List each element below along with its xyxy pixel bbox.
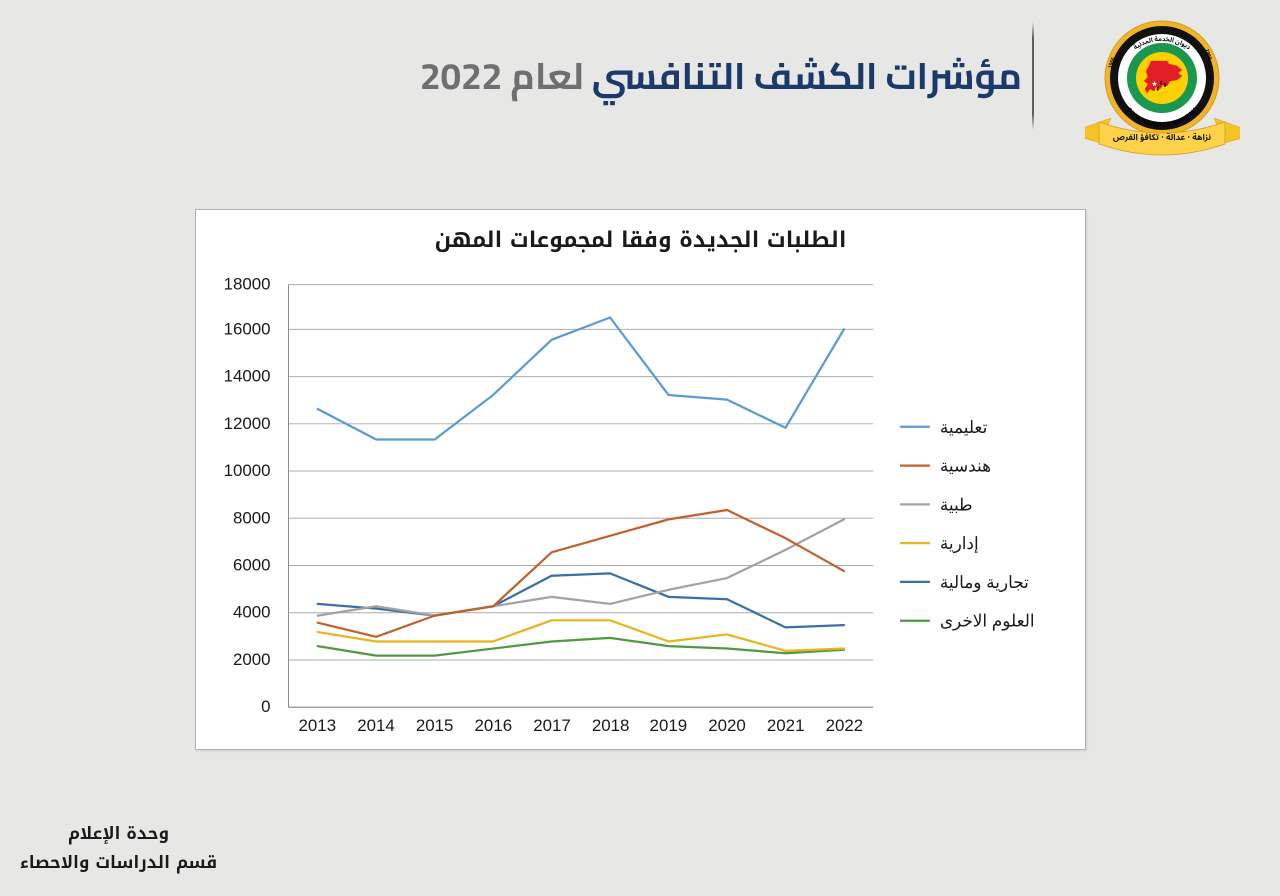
svg-text:2022: 2022 xyxy=(826,716,864,735)
svg-text:طبية: طبية xyxy=(940,495,973,514)
svg-text:الطلبات الجديدة وفقا لمجموعات: الطلبات الجديدة وفقا لمجموعات المهن xyxy=(434,220,846,261)
svg-text:2015: 2015 xyxy=(416,716,454,735)
svg-text:تعليمية: تعليمية xyxy=(940,418,988,437)
svg-text:2014: 2014 xyxy=(357,716,395,735)
svg-text:8000: 8000 xyxy=(233,508,271,527)
svg-text:14000: 14000 xyxy=(224,367,271,386)
svg-text:6000: 6000 xyxy=(233,555,271,574)
svg-text:العلوم الاخرى: العلوم الاخرى xyxy=(940,612,1035,632)
svg-text:0: 0 xyxy=(261,697,270,716)
svg-text:2021: 2021 xyxy=(767,716,805,735)
svg-text:2020: 2020 xyxy=(708,716,746,735)
svg-text:16000: 16000 xyxy=(224,319,271,338)
svg-text:إدارية: إدارية xyxy=(940,534,979,554)
svg-text:2000: 2000 xyxy=(233,650,271,669)
svg-text:2016: 2016 xyxy=(475,716,513,735)
svg-text:تجارية ومالية: تجارية ومالية xyxy=(940,573,1029,593)
svg-text:18000: 18000 xyxy=(224,275,271,294)
svg-text:2017: 2017 xyxy=(533,716,571,735)
svg-text:نزاهة ‧ عدالة ‧ تكافؤ الفرص: نزاهة ‧ عدالة ‧ تكافؤ الفرص xyxy=(1113,129,1212,147)
svg-text:4000: 4000 xyxy=(233,603,271,622)
svg-text:هندسية: هندسية xyxy=(940,457,991,476)
svg-text:10000: 10000 xyxy=(224,461,271,480)
svg-text:12000: 12000 xyxy=(224,414,271,433)
svg-text:2013: 2013 xyxy=(299,716,337,735)
svg-text:2018: 2018 xyxy=(592,716,630,735)
svg-text:2019: 2019 xyxy=(650,716,688,735)
